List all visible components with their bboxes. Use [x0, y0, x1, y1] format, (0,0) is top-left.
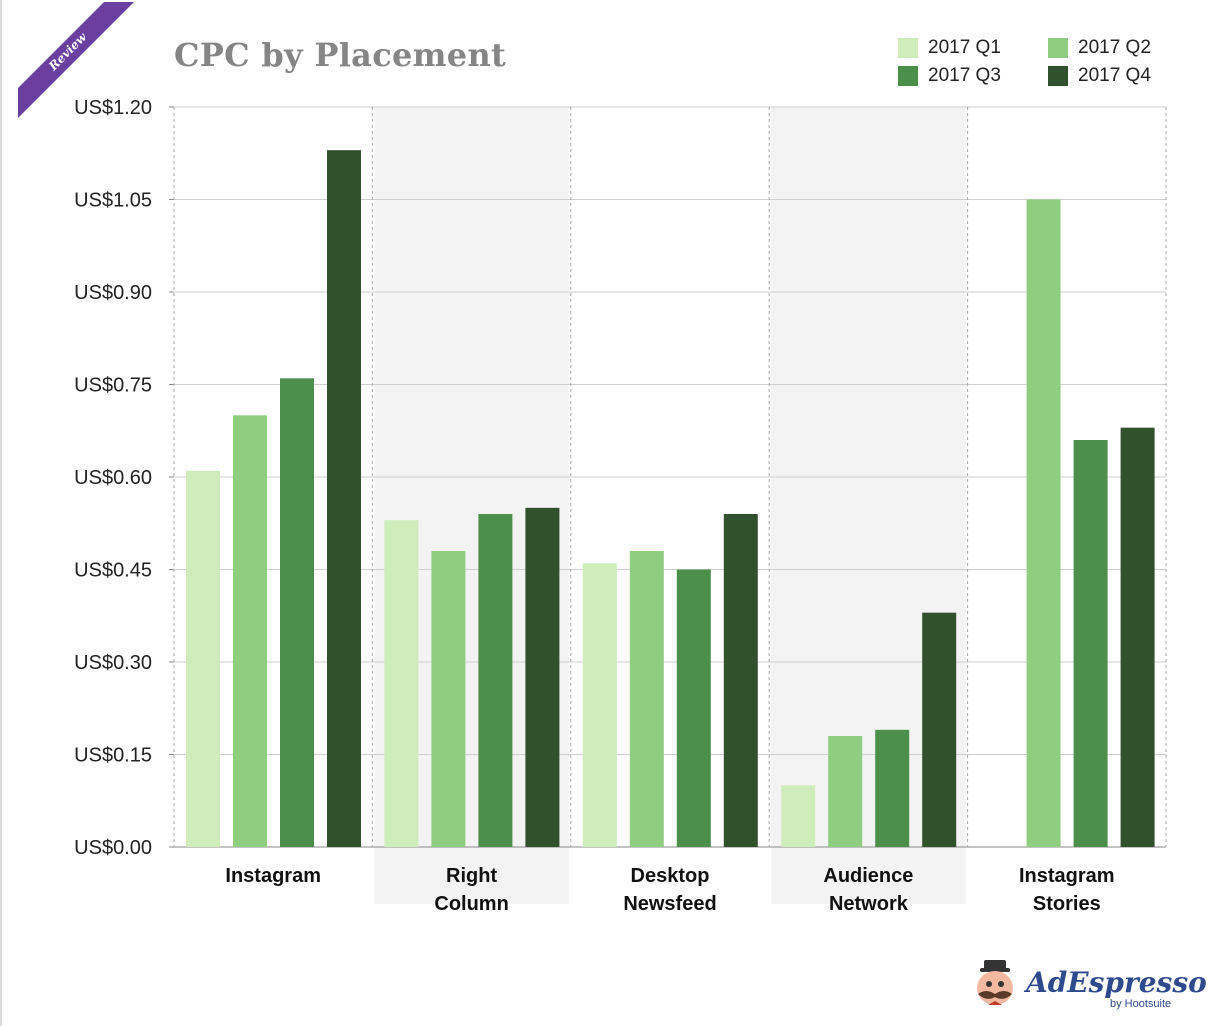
bar	[384, 520, 419, 847]
adespresso-logo: AdEspresso by Hootsuite	[970, 960, 1207, 1010]
bar	[525, 507, 560, 847]
review-badge: 2017 Review	[18, 2, 134, 118]
y-tick-label: US$1.05	[74, 190, 152, 212]
legend-label: 2017 Q1	[928, 37, 1001, 58]
bar	[431, 551, 466, 847]
bar	[875, 729, 910, 847]
chart-title: CPC by Placement	[174, 36, 507, 74]
legend-label: 2017 Q2	[1078, 37, 1151, 58]
x-tick-label: Desktop Newsfeed	[623, 865, 716, 915]
x-tick-label: Instagram	[225, 865, 321, 887]
y-tick-label: US$1.20	[74, 97, 152, 119]
bar	[828, 736, 863, 847]
bar	[478, 514, 513, 847]
bar	[327, 150, 361, 847]
x-tick-label: Instagram Stories	[1019, 865, 1115, 915]
y-tick-label: US$0.15	[74, 745, 152, 767]
y-tick-label: US$0.90	[74, 282, 152, 304]
bar	[1026, 199, 1061, 847]
bar	[723, 514, 758, 847]
legend-item-q4: 2017 Q4	[1048, 64, 1151, 88]
bar	[1120, 427, 1155, 847]
legend-label: 2017 Q3	[928, 65, 1001, 86]
bar	[233, 415, 267, 847]
legend-swatch	[898, 38, 918, 58]
bar	[1073, 440, 1108, 847]
bar	[629, 551, 664, 847]
brand-name: AdEspresso	[1026, 966, 1207, 999]
y-tick-label: US$0.30	[74, 652, 152, 674]
bar	[676, 569, 711, 847]
legend-label: 2017 Q4	[1078, 65, 1151, 86]
bar	[781, 785, 816, 847]
y-tick-label: US$0.45	[74, 560, 152, 582]
y-tick-label: US$0.00	[74, 837, 152, 859]
legend-item-q2: 2017 Q2	[1048, 36, 1151, 60]
bar	[582, 563, 617, 847]
x-tick-label: Audience Network	[823, 865, 913, 915]
y-tick-label: US$0.75	[74, 375, 152, 397]
legend-swatch	[1048, 38, 1068, 58]
legend-swatch	[898, 66, 918, 86]
brand-byline: by Hootsuite	[1110, 998, 1172, 1010]
legend-item-q3: 2017 Q3	[898, 64, 1001, 88]
legend-swatch	[1048, 66, 1068, 86]
bar	[280, 378, 314, 847]
bar	[922, 612, 957, 847]
mascot-icon	[977, 960, 1013, 1005]
legend-item-q1: 2017 Q1	[898, 36, 1001, 60]
x-tick-label: Right Column	[434, 865, 508, 915]
y-tick-label: US$0.60	[74, 467, 152, 489]
bar	[186, 470, 220, 847]
